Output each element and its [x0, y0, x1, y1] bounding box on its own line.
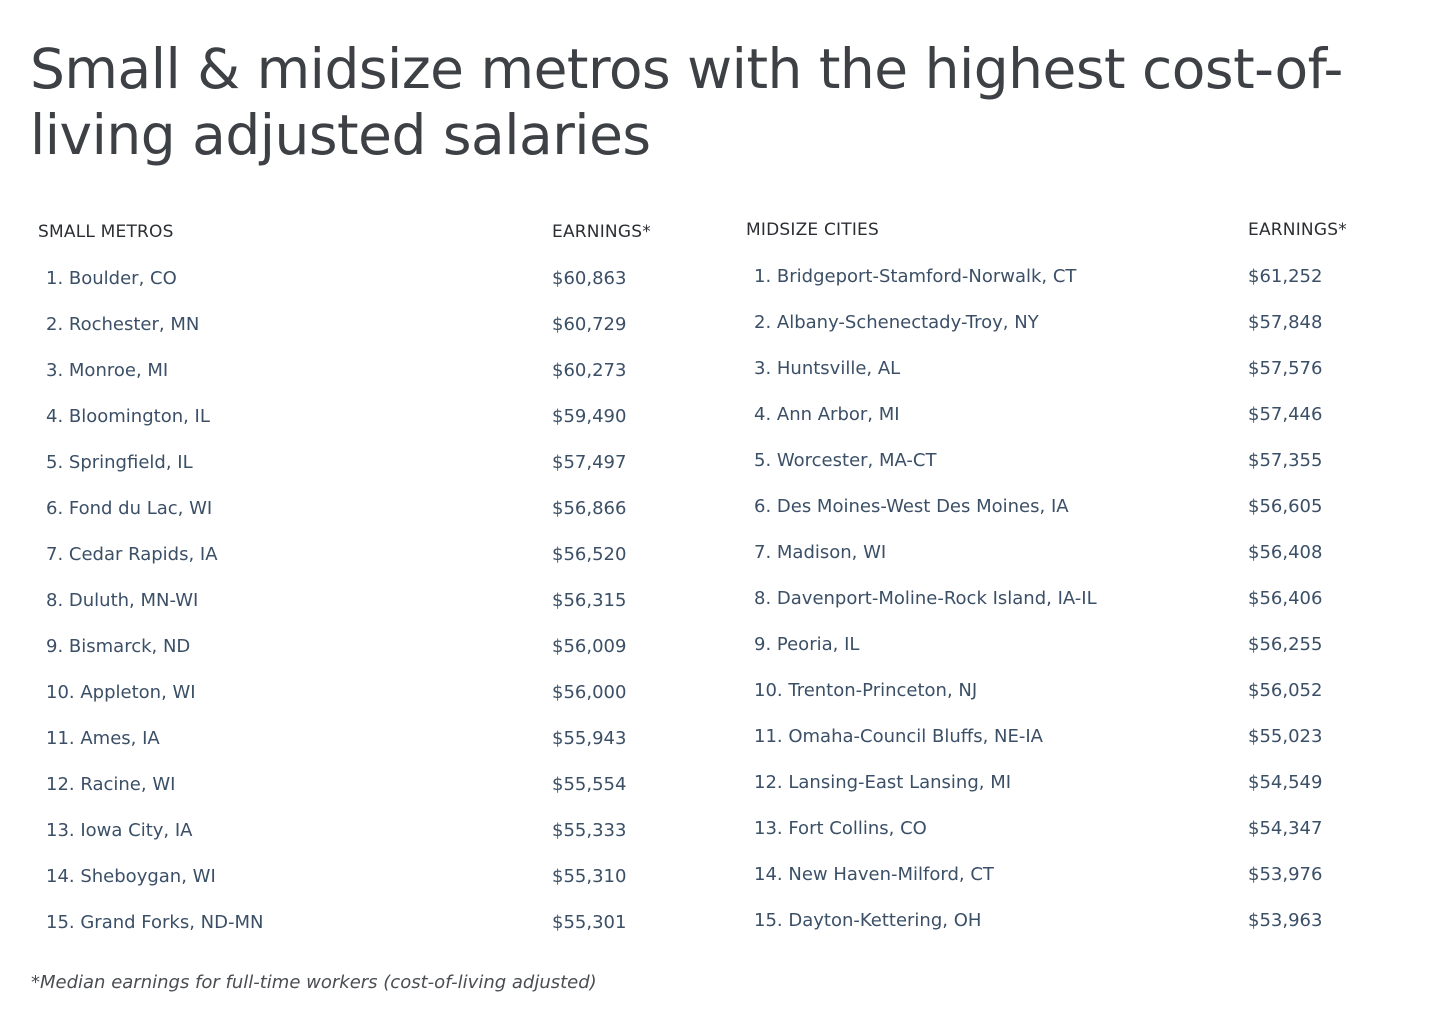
- table-row-earnings-value: $59,490: [552, 406, 627, 427]
- footnote: *Median earnings for full-time workers (…: [31, 972, 597, 993]
- table-row-metro-name: 2. Rochester, MN: [46, 314, 200, 335]
- table-row-metro-name: 15. Grand Forks, ND-MN: [46, 912, 264, 933]
- table-row-earnings-value: $57,848: [1248, 312, 1323, 333]
- table-row-earnings-value: $55,023: [1248, 726, 1323, 747]
- table-row-earnings-value: $56,052: [1248, 680, 1323, 701]
- column-header-name: MIDSIZE CITIES: [746, 220, 879, 240]
- table-row-metro-name: 4. Bloomington, IL: [46, 406, 210, 427]
- table-row-earnings-value: $56,315: [552, 590, 627, 611]
- table-row-metro-name: 1. Boulder, CO: [46, 268, 177, 289]
- table-row-metro-name: 14. Sheboygan, WI: [46, 866, 216, 887]
- table-row-metro-name: 12. Racine, WI: [46, 774, 176, 795]
- table-row-earnings-value: $56,000: [552, 682, 627, 703]
- table-row-earnings-value: $53,976: [1248, 864, 1323, 885]
- table-row-metro-name: 11. Omaha-Council Bluffs, NE-IA: [754, 726, 1043, 747]
- table-row-metro-name: 10. Appleton, WI: [46, 682, 196, 703]
- table-row-metro-name: 8. Duluth, MN-WI: [46, 590, 199, 611]
- table-row-earnings-value: $55,333: [552, 820, 627, 841]
- table-row-metro-name: 5. Springfield, IL: [46, 452, 193, 473]
- table-row-earnings-value: $56,605: [1248, 496, 1323, 517]
- table-row-earnings-value: $60,273: [552, 360, 627, 381]
- table-row-metro-name: 14. New Haven-Milford, CT: [754, 864, 994, 885]
- table-row-earnings-value: $57,446: [1248, 404, 1323, 425]
- column-header-earnings: EARNINGS*: [1248, 220, 1347, 240]
- table-row-metro-name: 13. Iowa City, IA: [46, 820, 193, 841]
- table-row-metro-name: 15. Dayton-Kettering, OH: [754, 910, 982, 931]
- table-row-earnings-value: $56,866: [552, 498, 627, 519]
- table-row-earnings-value: $60,729: [552, 314, 627, 335]
- table-row-metro-name: 10. Trenton-Princeton, NJ: [754, 680, 978, 701]
- table-row-metro-name: 13. Fort Collins, CO: [754, 818, 927, 839]
- table-row-metro-name: 9. Bismarck, ND: [46, 636, 191, 657]
- table-row-metro-name: 9. Peoria, IL: [754, 634, 860, 655]
- table-row-earnings-value: $60,863: [552, 268, 627, 289]
- table-row-metro-name: 3. Huntsville, AL: [754, 358, 901, 379]
- table-row-metro-name: 5. Worcester, MA-CT: [754, 450, 937, 471]
- table-row-earnings-value: $54,347: [1248, 818, 1323, 839]
- table-row-earnings-value: $55,301: [552, 912, 627, 933]
- table-row-metro-name: 6. Des Moines-West Des Moines, IA: [754, 496, 1069, 517]
- table-row-metro-name: 7. Cedar Rapids, IA: [46, 544, 218, 565]
- table-row-metro-name: 12. Lansing-East Lansing, MI: [754, 772, 1012, 793]
- table-row-earnings-value: $57,576: [1248, 358, 1323, 379]
- table-row-earnings-value: $55,310: [552, 866, 627, 887]
- table-row-metro-name: 4. Ann Arbor, MI: [754, 404, 900, 425]
- table-row-earnings-value: $61,252: [1248, 266, 1323, 287]
- table-row-metro-name: 11. Ames, IA: [46, 728, 160, 749]
- table-row-metro-name: 6. Fond du Lac, WI: [46, 498, 213, 519]
- table-row-earnings-value: $54,549: [1248, 772, 1323, 793]
- table-row-earnings-value: $56,406: [1248, 588, 1323, 609]
- table-row-earnings-value: $56,520: [552, 544, 627, 565]
- table-row-metro-name: 1. Bridgeport-Stamford-Norwalk, CT: [754, 266, 1077, 287]
- column-header-name: SMALL METROS: [38, 222, 174, 242]
- table-row-earnings-value: $56,255: [1248, 634, 1323, 655]
- table-row-metro-name: 7. Madison, WI: [754, 542, 887, 563]
- table-row-earnings-value: $57,355: [1248, 450, 1323, 471]
- table-row-metro-name: 8. Davenport-Moline-Rock Island, IA-IL: [754, 588, 1097, 609]
- table-row-earnings-value: $55,943: [552, 728, 627, 749]
- column-header-earnings: EARNINGS*: [552, 222, 651, 242]
- table-row-earnings-value: $57,497: [552, 452, 627, 473]
- table-row-earnings-value: $56,009: [552, 636, 627, 657]
- table-row-metro-name: 2. Albany-Schenectady-Troy, NY: [754, 312, 1039, 333]
- page-title: Small & midsize metros with the highest …: [30, 37, 1343, 167]
- table-row-earnings-value: $53,963: [1248, 910, 1323, 931]
- table-row-earnings-value: $55,554: [552, 774, 627, 795]
- table-row-earnings-value: $56,408: [1248, 542, 1323, 563]
- table-row-metro-name: 3. Monroe, MI: [46, 360, 169, 381]
